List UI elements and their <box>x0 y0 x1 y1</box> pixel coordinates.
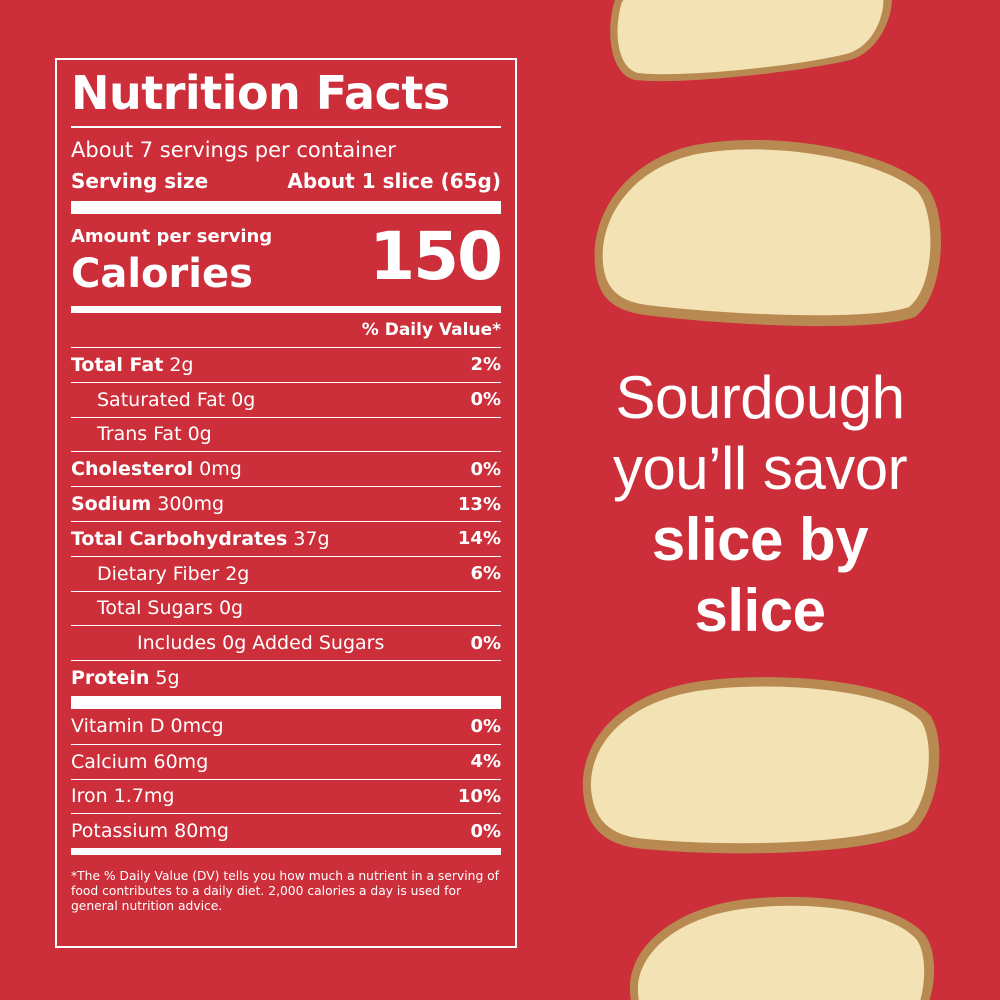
serving-size-value: About 1 slice (65g) <box>287 169 501 193</box>
nutrient-dv: 14% <box>457 528 501 550</box>
nutrient-amount: Saturated Fat 0g <box>97 388 256 411</box>
bread-slice-icon <box>582 677 940 854</box>
nutrient-row: Dietary Fiber 2g 6% <box>71 555 501 591</box>
nutrient-dv: 6% <box>470 563 501 585</box>
serving-size-label: Serving size <box>71 169 209 193</box>
thick-divider <box>71 695 501 709</box>
nutrient-amount: Dietary Fiber 2g <box>97 562 250 585</box>
slogan-line: Sourdough <box>615 364 905 431</box>
daily-value-header: % Daily Value* <box>361 320 501 340</box>
vitamin-name: Vitamin D 0mcg <box>71 715 224 738</box>
slogan-line: slice by <box>651 506 869 573</box>
footnote: *The % Daily Value (DV) tells you how mu… <box>71 869 500 913</box>
nutrient-row: Total Sugars 0g <box>71 590 501 626</box>
calories-value: 150 <box>369 218 503 295</box>
vitamin-row: Calcium 60mg 4% <box>71 743 501 779</box>
slogan-line: you’ll savor <box>612 435 908 502</box>
nutrient-bold-name: Total Carbohydrates <box>71 527 288 550</box>
nutrient-bold-name: Total Fat <box>71 353 164 376</box>
amount-per-serving: Amount per serving <box>71 226 273 247</box>
calorie-block: Amount per serving Calories 150 <box>71 214 503 306</box>
nutrient-row: Total Carbohydrates 37g 14% <box>71 520 501 556</box>
nutrient-dv: 0% <box>470 389 501 411</box>
slogan-line: slice <box>694 577 826 644</box>
nutrient-bold-name: Cholesterol <box>71 458 194 481</box>
vitamin-dv: 0% <box>470 820 501 842</box>
nutrient-amount: Trans Fat 0g <box>97 423 212 446</box>
vitamin-name: Potassium 80mg <box>71 820 229 843</box>
nutrient-row: Saturated Fat 0g 0% <box>71 381 501 417</box>
bread-slice-icon <box>594 139 942 327</box>
vitamin-list: Vitamin D 0mcg 0% Calcium 60mg 4% Iron 1… <box>71 709 501 848</box>
nutrient-dv: 0% <box>470 458 501 480</box>
nutrient-row: Cholesterol 0mg 0% <box>71 451 501 486</box>
nutrient-dv: 13% <box>457 493 501 515</box>
nutrition-facts-label: Nutrition Facts About 7 servings per con… <box>55 58 517 948</box>
nutrient-amount: Includes 0g Added Sugars <box>137 632 385 655</box>
nutrient-bold-name: Protein <box>71 667 150 690</box>
vitamin-dv: 0% <box>470 715 501 737</box>
nutrient-amount: 5g <box>149 667 180 690</box>
nutrient-amount: 37g <box>287 527 330 550</box>
vitamin-name: Iron 1.7mg <box>71 785 175 808</box>
nutrient-amount: 300mg <box>151 493 225 516</box>
vitamin-row: Potassium 80mg 0% <box>71 813 501 848</box>
vitamin-name: Calcium 60mg <box>71 750 209 773</box>
nutrient-dv: 0% <box>470 632 501 654</box>
divider <box>71 126 501 128</box>
vitamin-row: Iron 1.7mg 10% <box>71 778 501 814</box>
vitamin-dv: 10% <box>457 785 501 807</box>
serving-size-row: Serving size About 1 slice (65g) <box>71 171 501 191</box>
nutrient-amount: 2g <box>163 353 194 376</box>
bread-slice-icon <box>610 0 892 82</box>
nutrient-row: Sodium 300mg 13% <box>71 486 501 521</box>
nutrient-list: Total Fat 2g 2% Saturated Fat 0g 0% Tran… <box>71 347 501 695</box>
nutrient-row: Includes 0g Added Sugars 0% <box>71 625 501 660</box>
nutrient-row: Protein 5g <box>71 660 501 695</box>
vitamin-dv: 4% <box>470 751 501 773</box>
nutrient-row: Total Fat 2g 2% <box>71 347 501 382</box>
bread-slice-icon <box>629 896 935 1000</box>
nutrient-row: Trans Fat 0g <box>71 416 501 452</box>
slogan: Sourdough you’ll savor slice by slice <box>560 362 960 646</box>
nutrient-amount: 0mg <box>193 458 242 481</box>
nutrient-dv: 2% <box>470 354 501 376</box>
medium-divider <box>71 306 501 313</box>
servings-per-container: About 7 servings per container <box>71 138 396 162</box>
nutrient-amount: Total Sugars 0g <box>97 597 244 620</box>
vitamin-row: Vitamin D 0mcg 0% <box>71 709 501 744</box>
label-title: Nutrition Facts <box>71 66 450 120</box>
nutrient-bold-name: Sodium <box>71 493 152 516</box>
thick-divider <box>71 201 501 214</box>
calories-label: Calories <box>71 251 253 297</box>
bottom-divider <box>71 848 501 856</box>
